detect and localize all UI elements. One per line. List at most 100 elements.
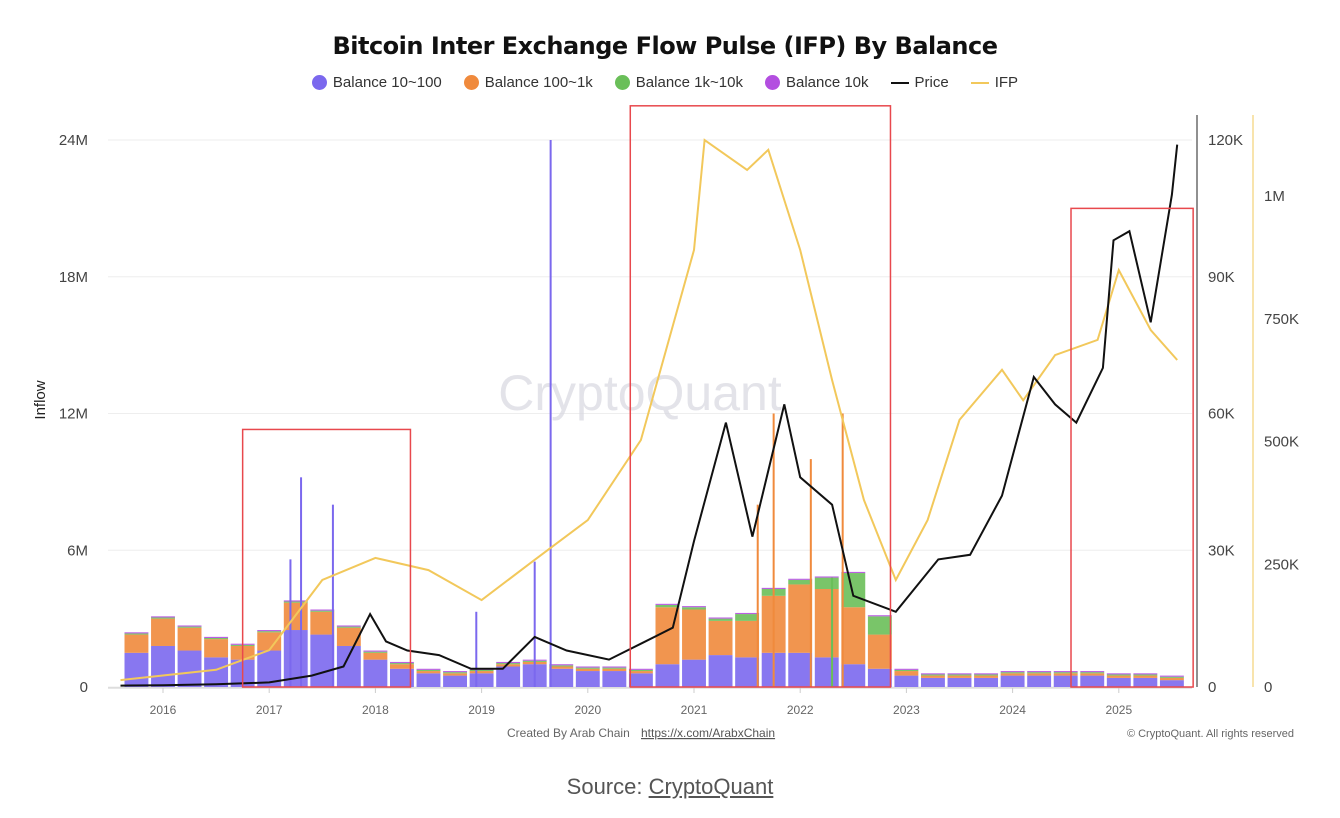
bar-balance-10k	[1053, 671, 1078, 673]
bar-balance-10-100	[1027, 675, 1052, 687]
bar-balance-10-100	[363, 659, 388, 687]
source-link[interactable]: CryptoQuant	[648, 774, 774, 799]
bar-balance-10-100	[204, 657, 229, 687]
bar-balance-100-1k	[841, 607, 866, 665]
bar-balance-10-100	[177, 650, 202, 687]
bar-balance-100-1k	[151, 618, 175, 646]
x-tick-label: 2016	[150, 703, 177, 717]
bar-balance-10-100	[1000, 675, 1025, 687]
bar-balance-1k-10k	[310, 610, 335, 612]
x-tick-label: 2025	[1105, 703, 1132, 717]
bar-balance-100-1k	[443, 673, 467, 676]
bar-balance-10-100	[336, 645, 361, 687]
bar-balance-1k-10k	[124, 633, 149, 635]
bar-balance-100-1k	[921, 675, 945, 678]
bar-balance-10k	[947, 673, 972, 675]
legend-item-ifp[interactable]: IFP	[970, 74, 1018, 91]
bar-balance-100-1k	[549, 666, 574, 669]
bar-balance-100-1k	[1053, 673, 1078, 676]
spike-bar	[549, 140, 552, 687]
bar-balance-10k	[655, 603, 680, 605]
bar-balance-1k-10k	[974, 674, 998, 676]
bar-balance-10k	[628, 668, 653, 670]
bar-balance-10-100	[443, 675, 467, 687]
bar-balance-10-100	[310, 634, 335, 687]
bar-balance-1k-10k	[575, 667, 600, 669]
bar-balance-10-100	[921, 677, 945, 687]
highlight-box	[629, 105, 892, 688]
bar-balance-1k-10k	[655, 604, 680, 608]
bar-balance-10k	[575, 666, 600, 668]
credit-link[interactable]: https://x.com/ArabxChain	[641, 726, 775, 740]
bar-balance-1k-10k	[1106, 674, 1131, 676]
bar-balance-10-100	[867, 668, 892, 687]
bar-balance-100-1k	[947, 675, 972, 678]
bar-balance-100-1k	[628, 671, 653, 674]
bar-balance-100-1k	[1133, 675, 1158, 678]
bar-balance-10k	[602, 666, 627, 668]
bar-balance-10-100	[708, 655, 733, 687]
bar-balance-1k-10k	[390, 663, 414, 665]
y-tick-label: 12M	[59, 406, 88, 423]
bar-balance-10-100	[151, 645, 175, 687]
legend-marker	[890, 81, 909, 84]
bar-balance-10k	[708, 617, 733, 619]
spike-bar	[831, 577, 834, 687]
bar-balance-10k	[841, 571, 866, 574]
bar-balance-10k	[549, 664, 574, 666]
bar-balance-10k	[1080, 671, 1105, 673]
bar-balance-10k	[443, 671, 467, 673]
legend-item-balance-1k-10k[interactable]: Balance 1k~10k	[614, 74, 743, 91]
y-tick-label: 6M	[67, 542, 88, 559]
bar-balance-1k-10k	[1027, 672, 1052, 674]
bar-balance-100-1k	[1027, 673, 1052, 676]
bar-balance-1k-10k	[602, 667, 627, 669]
bar-balance-10-100	[496, 666, 521, 687]
bar-balance-100-1k	[363, 652, 388, 660]
bar-balance-10k	[1000, 671, 1025, 673]
bar-balance-100-1k	[1159, 677, 1184, 681]
bar-balance-1k-10k	[363, 651, 388, 653]
legend-item-balance-10k[interactable]: Balance 10k	[764, 74, 869, 91]
bar-balance-1k-10k	[1080, 672, 1105, 674]
bar-balance-1k-10k	[814, 577, 839, 589]
legend: Balance 10~100 Balance 100~1k Balance 1k~1…	[0, 74, 1330, 91]
bar-balance-1k-10k	[257, 631, 282, 633]
legend-item-balance-10-100[interactable]: Balance 10~100	[311, 74, 442, 91]
bar-balance-10-100	[1106, 677, 1131, 687]
bar-balance-1k-10k	[151, 617, 175, 619]
bar-balance-10k	[416, 668, 441, 670]
ifp-tick-label: 1M	[1264, 188, 1285, 205]
bar-balance-1k-10k	[336, 626, 361, 628]
ifp-line	[120, 138, 1178, 682]
legend-item-price[interactable]: Price	[890, 74, 949, 91]
x-tick-label: 2019	[468, 703, 495, 717]
ifp-tick-label: 250K	[1264, 556, 1299, 573]
bar-balance-1k-10k	[841, 573, 866, 608]
legend-label: Price	[914, 74, 949, 91]
credit-text: Created By Arab Chain	[507, 726, 630, 740]
x-tick-label: 2024	[999, 703, 1026, 717]
legend-marker	[311, 75, 327, 90]
x-tick-label: 2022	[787, 703, 814, 717]
bar-balance-1k-10k	[416, 669, 441, 672]
legend-label: Balance 100~1k	[484, 74, 593, 91]
bar-balance-1k-10k	[283, 601, 308, 603]
bar-balance-1k-10k	[788, 579, 813, 585]
chart-title: Bitcoin Inter Exchange Flow Pulse (IFP) …	[332, 32, 998, 60]
bar-balance-1k-10k	[1053, 672, 1078, 674]
bar-balance-10-100	[655, 664, 680, 687]
bar-balance-10k	[310, 609, 335, 611]
bar-balance-10k	[363, 650, 388, 652]
legend-marker	[764, 75, 780, 90]
legend-item-balance-100-1k[interactable]: Balance 100~1k	[463, 74, 593, 91]
source-label: Source:	[566, 774, 643, 799]
bar-balance-10-100	[602, 671, 627, 687]
price-tick-label: 60K	[1208, 406, 1235, 423]
bar-balance-1k-10k	[1133, 674, 1158, 676]
bar-balance-10k	[735, 612, 760, 615]
bar-balance-100-1k	[682, 609, 706, 660]
x-tick-label: 2017	[256, 703, 283, 717]
bar-balance-10-100	[894, 675, 919, 687]
bar-balance-10-100	[814, 657, 839, 687]
